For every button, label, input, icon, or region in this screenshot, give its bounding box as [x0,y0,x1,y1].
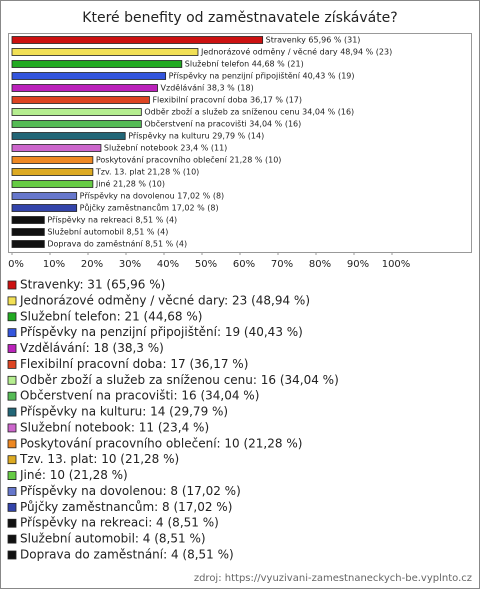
legend-swatch [7,502,17,512]
legend-label: Příspěvky na dovolenou: 8 (17,02 %) [20,484,241,498]
legend-swatch [7,550,17,560]
legend-swatch [7,518,17,528]
bar [11,180,94,188]
legend-label: Odběr zboží a služeb za sníženou cenu: 1… [20,373,339,387]
bar-label: Příspěvky na dovolenou 17,02 % (8) [80,192,224,201]
legend-label: Služební automobil: 4 (8,51 %) [20,532,206,546]
bar-label: Jiné 21,28 % (10) [95,179,165,189]
legend-label: Služební telefon: 21 (44,68 %) [20,309,202,323]
legend-swatch [7,423,17,433]
bar [11,72,167,80]
x-tick-label: 50% [195,259,217,270]
legend-swatch [7,375,17,385]
bar [11,120,142,128]
bar-label: Služební telefon 44,68 % (21) [185,60,304,69]
legend-label: Flexibilní pracovní doba: 17 (36,17 %) [20,357,248,371]
legend-label: Jednorázové odměny / věcné dary: 23 (48,… [19,293,310,307]
x-tick-label: 40% [157,259,179,270]
chart-title: Které benefity od zaměstnavatele získává… [82,10,397,26]
bar [11,132,126,140]
legend-swatch [7,439,17,449]
x-tick-label: 70% [271,259,293,270]
source: zdroj: https://vyuzivani-zamestnaneckych… [194,573,472,584]
bar-label: Příspěvky na rekreaci 8,51 % (4) [47,216,177,225]
bar-label: Služební automobil 8,51 % (4) [47,228,168,237]
bar-label: Jednorázové odměny / věcné dary 48,94 % … [200,47,392,57]
bar-label: Vzdělávání 38,3 % (18) [161,84,254,93]
bar [11,84,158,92]
x-tick-label: 100% [382,259,411,270]
legend-swatch [7,407,17,417]
legend-swatch [7,534,17,544]
legend-label: Vzdělávání: 18 (38,3 %) [20,341,164,355]
legend-swatch [7,455,17,465]
bar [11,60,183,68]
bar [11,204,78,212]
bar-label: Půjčky zaměstnancům 17,02 % (8) [80,203,219,213]
legend-swatch [7,471,17,480]
legend-label: Doprava do zaměstnání: 4 (8,51 %) [20,548,234,562]
bar [11,156,94,164]
legend-label: Tzv. 13. plat: 10 (21,28 %) [19,452,179,466]
legend-label: Služební notebook: 11 (23,4 %) [20,420,209,434]
x-tick-label: 80% [309,259,331,270]
bar [11,144,102,152]
bar-label: Stravenky 65,96 % (31) [266,36,361,45]
legend-swatch [7,280,17,290]
bar-label: Odběr zboží a služeb za sníženou cenu 34… [144,108,354,117]
legend-swatch [7,391,17,401]
bar-label: Příspěvky na penzijní připojištění 40,43… [169,71,355,81]
bar [11,228,45,236]
bar [11,216,45,224]
legend-label: Příspěvky na penzijní připojištění: 19 (… [20,325,303,339]
legend-swatch [7,487,17,496]
bar [11,96,150,104]
legend-swatch [7,296,17,306]
legend-label: Příspěvky na kulturu: 14 (29,79 %) [20,405,228,419]
legend-label: Občerstvení na pracovišti: 16 (34,04 %) [20,389,259,403]
bar-label: Doprava do zaměstnání 8,51 % (4) [47,240,187,249]
x-tick-label: 0% [8,259,24,270]
legend-label: Poskytování pracovního oblečení: 10 (21,… [20,436,302,450]
bar [11,48,199,56]
bar-label: Občerstvení na pracovišti 34,04 % (16) [144,119,301,129]
x-tick-label: 90% [347,259,369,270]
bar [11,240,45,248]
bar-label: Tzv. 13. plat 21,28 % (10) [95,168,199,177]
legend-swatch [7,360,17,369]
bar [11,36,264,44]
bar [11,108,142,116]
legend-swatch [7,312,17,322]
legend-swatch [7,328,17,338]
bar-label: Flexibilní pracovní doba 36,17 % (17) [152,96,302,105]
bar [11,168,94,176]
legend-label: Příspěvky na rekreaci: 4 (8,51 %) [20,516,219,530]
legend-label: Stravenky: 31 (65,96 %) [20,278,165,292]
legend-label: Jiné: 10 (21,28 %) [19,468,128,482]
x-tick-label: 30% [119,259,141,270]
x-tick-label: 10% [43,259,65,270]
x-tick-label: 20% [81,259,103,270]
bar-label: Služební notebook 23,4 % (11) [104,144,227,153]
bar-label: Příspěvky na kulturu 29,79 % (14) [128,132,264,141]
bar-label: Poskytování pracovního oblečení 21,28 % … [96,155,282,165]
legend-swatch [7,344,17,353]
bar [11,192,78,200]
x-tick-label: 60% [233,259,255,270]
legend-label: Půjčky zaměstnancům: 8 (17,02 %) [20,500,232,514]
